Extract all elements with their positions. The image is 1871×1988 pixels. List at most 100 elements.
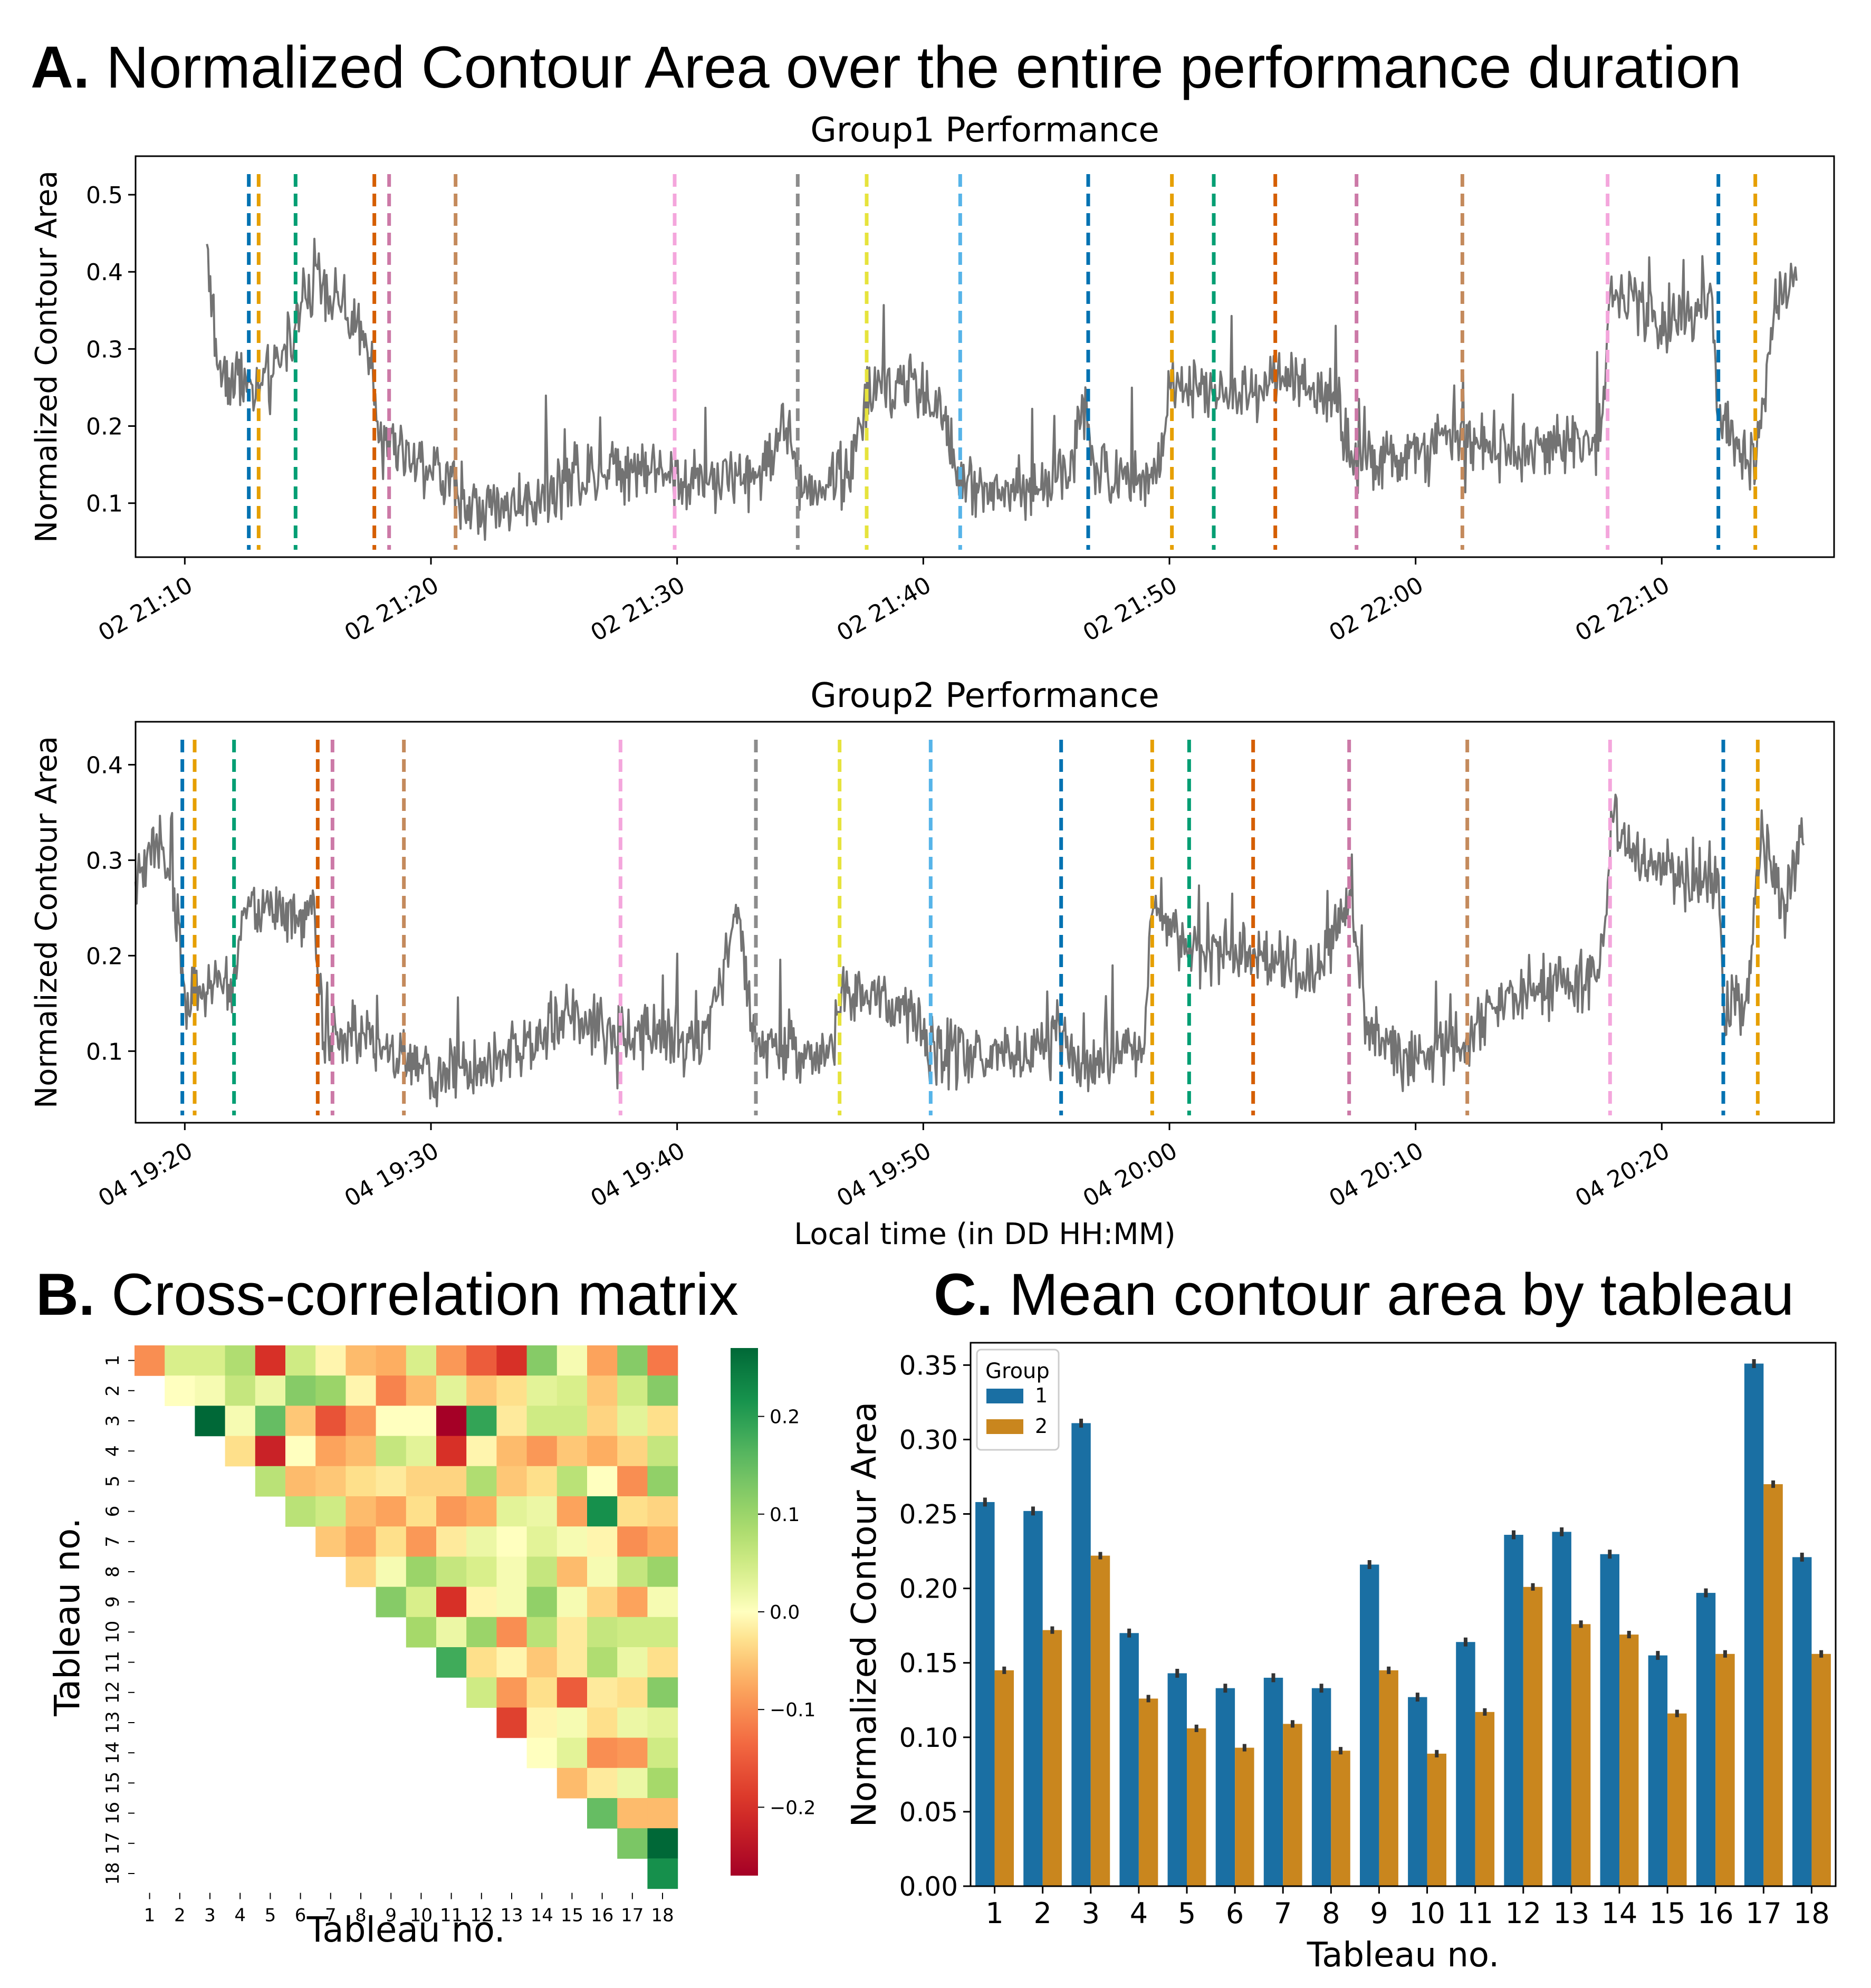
heatmap-cell [436,1375,467,1406]
heatmap-cell [556,1406,588,1437]
heatmap-cell [406,1375,437,1406]
heatmap-cell [466,1496,497,1527]
heatmap-cell [376,1466,407,1497]
bar-group1 [1504,1535,1523,1886]
bar-group2 [1090,1555,1110,1886]
heatmap-y-tick-label: 6 [102,1506,123,1517]
heatmap-cell [526,1466,558,1497]
heatmap-cell [587,1737,618,1769]
heatmap-cell [647,1767,678,1799]
heatmap-x-tick-label: 16 [591,1905,613,1926]
heatmap-cell [406,1436,437,1467]
heatmap-cell [556,1496,588,1527]
heatmap-cell [556,1767,588,1799]
heatmap-y-tick-label: 5 [102,1476,123,1487]
legend-title: Group [985,1359,1050,1383]
heatmap-cell [617,1707,648,1738]
heatmap-cell [617,1586,648,1618]
y-axis-label: Normalized Contour Area [30,170,64,543]
bar-group2 [1042,1630,1062,1886]
heatmap-cell [556,1707,588,1738]
heatmap-cell [526,1406,558,1437]
heatmap-cell [647,1707,678,1738]
bar-group2 [994,1670,1014,1886]
heatmap-cell [647,1647,678,1678]
heatmap-cell [436,1617,467,1648]
y-tick-label: 0.2 [86,414,123,441]
heatmap-cell [436,1556,467,1588]
heatmap-cell [526,1586,558,1618]
heatmap-cell [556,1677,588,1708]
heatmap-cell [285,1375,316,1406]
heatmap-cell [376,1375,407,1406]
heatmap-cell [526,1677,558,1708]
x-tick-label: 02 22:00 [1325,571,1428,647]
heatmap-cell [556,1586,588,1618]
heatmap-cell [255,1436,286,1467]
heatmap-cell [285,1406,316,1437]
bar-group2 [1331,1751,1350,1886]
heatmap-cell [315,1406,346,1437]
heatmap-x-tick-label: 13 [500,1905,523,1926]
heatmap-cell [346,1345,377,1376]
bar-x-tick-label: 1 [985,1897,1003,1930]
bar-x-tick-label: 6 [1226,1897,1244,1930]
panel-c-title-text: Mean contour area by tableau [1009,1261,1795,1327]
heatmap-cell [346,1496,377,1527]
heatmap-y-tick-label: 17 [102,1832,123,1855]
bar-x-tick-label: 16 [1697,1897,1734,1930]
series-line [135,794,1805,1107]
bar-group2 [1138,1698,1158,1886]
y-tick-label: 0.4 [86,259,123,286]
y-tick-label: 0.4 [86,752,123,779]
plot-frame [135,721,1835,1124]
bar-y-axis-label: Normalized Contour Area [845,1402,884,1827]
heatmap-cell [587,1617,618,1648]
heatmap-cell [436,1466,467,1497]
heatmap-cell [647,1466,678,1497]
heatmap-cell [406,1556,437,1588]
heatmap-cell [406,1406,437,1437]
bar-group1 [1408,1697,1427,1886]
x-tick-label: 04 19:20 [94,1137,197,1212]
bar-y-tick-label: 0.20 [899,1574,958,1604]
heatmap-cell [255,1345,286,1376]
heatmap-cell [587,1586,618,1618]
bar-x-tick-label: 9 [1370,1897,1388,1930]
x-tick-label: 02 21:40 [832,571,936,647]
heatmap-cell [617,1828,648,1859]
y-tick-label: 0.1 [86,1038,123,1065]
y-tick-label: 0.5 [86,182,123,209]
heatmap-cell [436,1526,467,1557]
heatmap-cell [346,1375,377,1406]
legend: Group1 2 [976,1349,1060,1451]
heatmap-cell [647,1526,678,1557]
heatmap-y-tick-label: 4 [102,1445,123,1457]
heatmap-cell [647,1617,678,1648]
heatmap-cell [225,1436,256,1467]
heatmap-x-axis-label: Tableau no. [306,1909,505,1950]
heatmap-cell [466,1375,497,1406]
heatmap-cell [225,1345,256,1376]
heatmap-cell [315,1526,346,1557]
heatmap-cell [376,1496,407,1527]
heatmap-cell [496,1406,527,1437]
heatmap-cell [526,1647,558,1678]
x-tick-label: 04 20:00 [1079,1137,1182,1212]
heatmap-cell [466,1526,497,1557]
heatmap-cell [526,1707,558,1738]
heatmap-cell [526,1375,558,1406]
bar-chart: 0.000.050.100.150.200.250.300.351 2 3 4 5 6 7 8… [845,1342,1837,1975]
heatmap-cell [496,1526,527,1557]
heatmap-x-tick-label: 7 [325,1905,337,1926]
bar-x-tick-label: 11 [1457,1897,1493,1930]
heatmap-cell [647,1737,678,1769]
heatmap-cell [346,1466,377,1497]
heatmap-cell [376,1436,407,1467]
bar-x-axis-label: Tableau no. [1307,1936,1500,1975]
x-tick-label: 04 20:20 [1571,1137,1674,1212]
heatmap-x-tick-label: 14 [531,1905,553,1926]
bar-group2 [1715,1654,1735,1886]
heatmap: 1122334455667788991010111112121313141415… [47,1345,815,1950]
heatmap-cell [346,1556,377,1588]
